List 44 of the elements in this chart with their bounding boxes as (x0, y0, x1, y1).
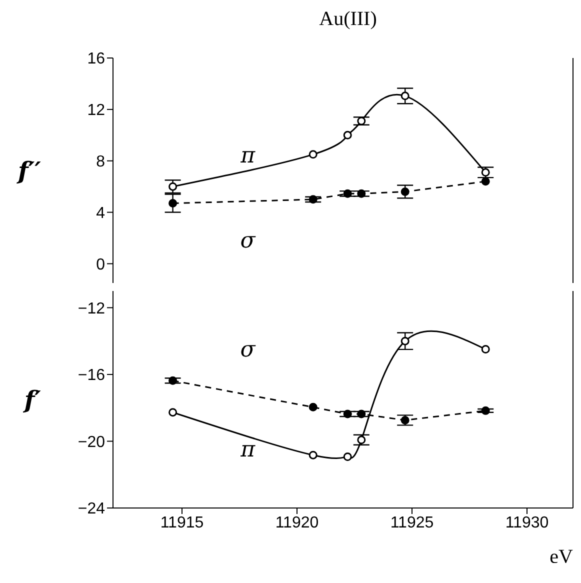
point (357, 410, 366, 418)
point (343, 130, 352, 140)
point (308, 402, 318, 412)
x-tick-label: 11915 (160, 514, 204, 532)
point (357, 189, 366, 198)
y-tick-label: 12 (87, 102, 106, 120)
point (400, 92, 410, 100)
x-axis-title: eV (550, 546, 574, 568)
series-label: π (240, 144, 256, 169)
y-tick-label: 16 (87, 50, 106, 68)
series-label: σ (240, 338, 256, 363)
x-tick-label: 11920 (275, 514, 319, 532)
y-axis-title: f′′ (16, 156, 42, 186)
point (343, 189, 352, 198)
point (168, 376, 178, 385)
y-tick-label: −12 (78, 300, 106, 318)
point (481, 168, 490, 177)
x-tick-label: 11925 (390, 514, 434, 532)
y-tick-label: −16 (78, 367, 106, 384)
point (400, 336, 410, 346)
y-tick-label: −24 (78, 500, 106, 518)
y-tick-label: 0 (96, 256, 106, 274)
point (343, 410, 352, 418)
series-label: σ (240, 228, 256, 254)
chart-title: Au(III) (318, 8, 378, 32)
series-label: π (240, 437, 256, 462)
point (357, 116, 366, 126)
point (308, 450, 318, 460)
point (357, 436, 366, 444)
y-axis-title: f′ (22, 385, 42, 414)
y-tick-label: 4 (96, 204, 106, 222)
point (343, 452, 352, 462)
point (481, 406, 490, 415)
y-tick-label: −20 (78, 434, 106, 451)
point (168, 199, 178, 208)
x-tick-label: 11930 (505, 514, 549, 532)
point (168, 408, 178, 417)
point (481, 345, 490, 354)
point (400, 416, 410, 424)
point (400, 187, 410, 196)
point (308, 195, 318, 204)
point (481, 177, 490, 186)
y-tick-label: 8 (96, 154, 106, 171)
point (308, 150, 318, 159)
